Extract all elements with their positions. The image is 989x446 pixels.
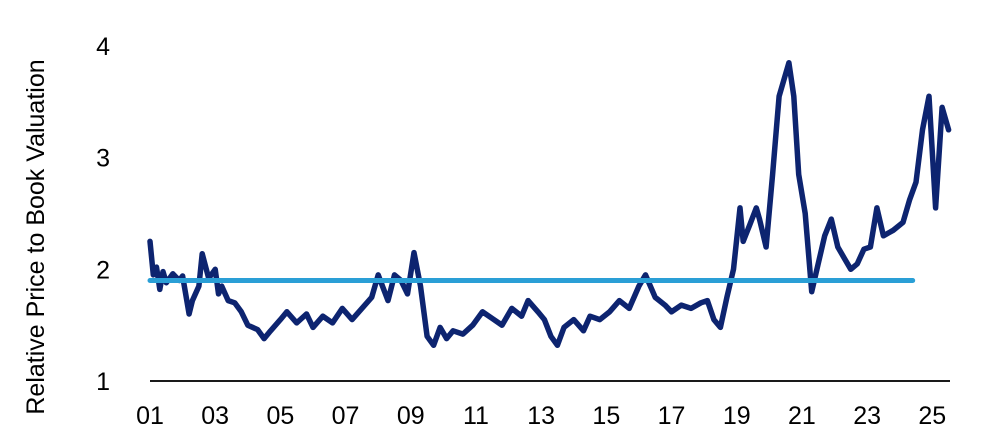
x-tick-label: 07 [332,402,360,430]
x-tick-label: 11 [463,402,489,430]
x-tick-label: 17 [658,402,686,430]
x-axis-ticks: 01 03 05 07 09 11 13 15 17 19 21 23 25 [136,402,946,430]
x-tick-label: 13 [527,402,555,430]
x-tick-label: 09 [397,402,425,430]
x-tick-label: 01 [136,402,164,430]
y-tick-label: 1 [96,368,110,396]
y-tick-label: 3 [96,145,110,173]
y-tick-label: 4 [96,33,110,61]
x-tick-label: 21 [788,402,816,430]
x-tick-label: 03 [201,402,229,430]
x-tick-label: 25 [918,402,946,430]
series-layer [147,60,952,349]
x-tick-label: 19 [723,402,751,430]
x-tick-label: 15 [592,402,620,430]
x-tick-label: 05 [266,402,294,430]
y-axis-ticks: 1 2 3 4 [96,33,110,396]
x-tick-label: 23 [853,402,881,430]
y-axis-title: Relative Price to Book Valuation [22,59,50,414]
y-tick-label: 2 [96,256,110,284]
series-line-relative-pb [147,60,952,349]
